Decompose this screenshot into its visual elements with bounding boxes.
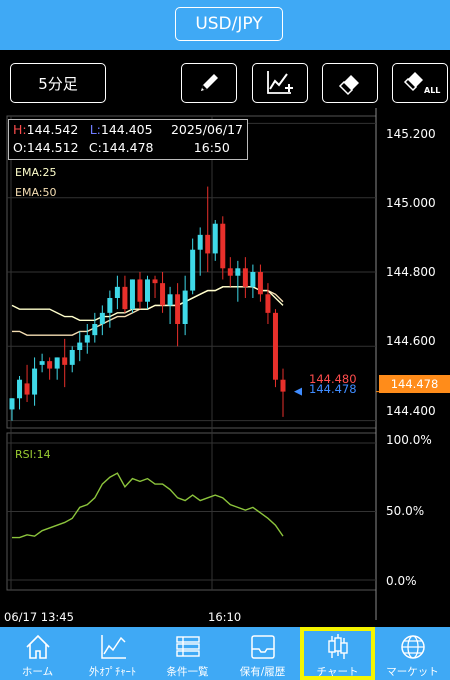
ema25-label: EMA:25 xyxy=(15,166,57,179)
currency-pair-button[interactable]: USD/JPY xyxy=(175,7,283,41)
bottom-nav: ホーム 外ｵﾌﾟﾁｬｰﾄ 条件一覧 保有/履歴 チャート xyxy=(0,627,450,680)
home-icon xyxy=(25,634,50,659)
candle-body xyxy=(9,398,15,410)
candle-body xyxy=(32,368,38,395)
time-tick: 06/17 13:45 xyxy=(4,610,74,624)
low-key: L: xyxy=(89,122,101,137)
erase-all-button[interactable]: ALL xyxy=(392,63,448,103)
candle-body xyxy=(145,279,150,302)
ask-price-label: 144.480 xyxy=(309,372,357,386)
candle-body xyxy=(272,312,278,380)
time-value: 16:50 xyxy=(193,140,230,155)
candle-body xyxy=(235,268,241,276)
erase-all-icon xyxy=(403,72,423,92)
candle-body xyxy=(250,272,256,287)
tray-icon xyxy=(250,635,275,659)
erase-all-label: ALL xyxy=(424,86,441,95)
candle-body xyxy=(47,361,53,369)
candle-body xyxy=(212,223,218,254)
candle-body xyxy=(167,294,173,306)
candle-body xyxy=(62,357,68,365)
close-key: C: xyxy=(88,140,102,155)
candle-body xyxy=(220,223,226,269)
candle-body xyxy=(205,234,211,254)
list-icon xyxy=(175,636,200,657)
candle-body xyxy=(280,379,286,392)
low-value: 144.405 xyxy=(100,122,153,137)
price-tick: 145.200 xyxy=(386,127,436,141)
nav-market-label: マーケット xyxy=(386,666,439,678)
candle-body xyxy=(69,350,75,365)
candle-body xyxy=(265,294,271,313)
candle-body xyxy=(129,279,135,310)
candle-body xyxy=(137,279,143,302)
candle-body xyxy=(114,286,120,298)
rsi-tick: 100.0% xyxy=(386,433,432,447)
rsi-line xyxy=(12,472,284,539)
candle-body xyxy=(227,268,233,276)
nav-market[interactable]: マーケット xyxy=(375,627,450,680)
candle-body xyxy=(107,298,113,313)
pencil-icon xyxy=(201,74,218,91)
price-tick: 144.600 xyxy=(386,334,436,348)
date-value: 2025/06/17 xyxy=(170,122,243,137)
open-value: 144.512 xyxy=(26,140,79,155)
nav-chart[interactable]: チャート xyxy=(300,627,375,680)
ema50-label: EMA:50 xyxy=(15,186,57,199)
nav-conditions[interactable]: 条件一覧 xyxy=(150,627,225,680)
eraser-button[interactable] xyxy=(322,63,378,103)
candle-body xyxy=(99,312,105,324)
eraser-icon xyxy=(338,75,359,96)
high-value: 144.542 xyxy=(26,122,79,137)
nav-home[interactable]: ホーム xyxy=(0,627,75,680)
candle-body xyxy=(160,283,166,306)
candlestick-icon xyxy=(327,634,348,659)
candle-body xyxy=(84,335,90,343)
price-tick: 144.400 xyxy=(386,404,436,418)
nav-fx-chart-label: 外ｵﾌﾟﾁｬｰﾄ xyxy=(88,666,137,678)
candle-body xyxy=(197,234,203,250)
candle-body xyxy=(54,357,60,369)
price-chart[interactable] xyxy=(0,108,450,628)
rsi-tick: 0.0% xyxy=(386,574,417,588)
candle-body xyxy=(24,383,30,395)
rsi-tick: 50.0% xyxy=(386,504,425,518)
nav-fx-chart[interactable]: 外ｵﾌﾟﾁｬｰﾄ xyxy=(75,627,150,680)
draw-pencil-button[interactable] xyxy=(181,63,237,103)
price-tick: 145.000 xyxy=(386,196,436,210)
high-key: H: xyxy=(13,122,27,137)
nav-chart-label: チャート xyxy=(316,666,359,678)
close-value: 144.478 xyxy=(101,140,154,155)
candle-body xyxy=(242,268,248,287)
trendline-add-icon xyxy=(267,71,293,94)
top-header: USD/JPY xyxy=(0,0,450,50)
candle-body xyxy=(39,361,45,365)
nav-conditions-label: 条件一覧 xyxy=(166,666,209,678)
bid-price-label: 144.478 xyxy=(309,382,357,396)
nav-holdings-label: 保有/履歴 xyxy=(239,666,286,678)
nav-home-label: ホーム xyxy=(21,666,54,678)
current-price-tag: 144.478 xyxy=(379,375,450,393)
line-chart-icon xyxy=(100,635,126,659)
current-price-arrow xyxy=(294,387,302,396)
candle-body xyxy=(122,286,128,310)
candle-body xyxy=(92,324,98,336)
candle-body xyxy=(190,249,196,291)
candle-body xyxy=(152,279,158,284)
open-key: O: xyxy=(13,140,27,155)
timeframe-button[interactable]: 5分足 xyxy=(10,63,106,103)
candle-body xyxy=(175,294,181,324)
add-trendline-button[interactable] xyxy=(252,63,308,103)
price-tick: 144.800 xyxy=(386,265,436,279)
candle-body xyxy=(182,290,188,324)
candle-body xyxy=(17,379,23,399)
globe-icon xyxy=(400,635,425,659)
candle-body xyxy=(77,342,83,350)
time-tick: 16:10 xyxy=(208,610,242,624)
ohlc-info-box: H: 144.542 L: 144.405 2025/06/17 O: 144.… xyxy=(8,119,248,160)
nav-holdings-history[interactable]: 保有/履歴 xyxy=(225,627,300,680)
rsi-label: RSI:14 xyxy=(15,448,51,461)
candle-body xyxy=(257,272,263,295)
